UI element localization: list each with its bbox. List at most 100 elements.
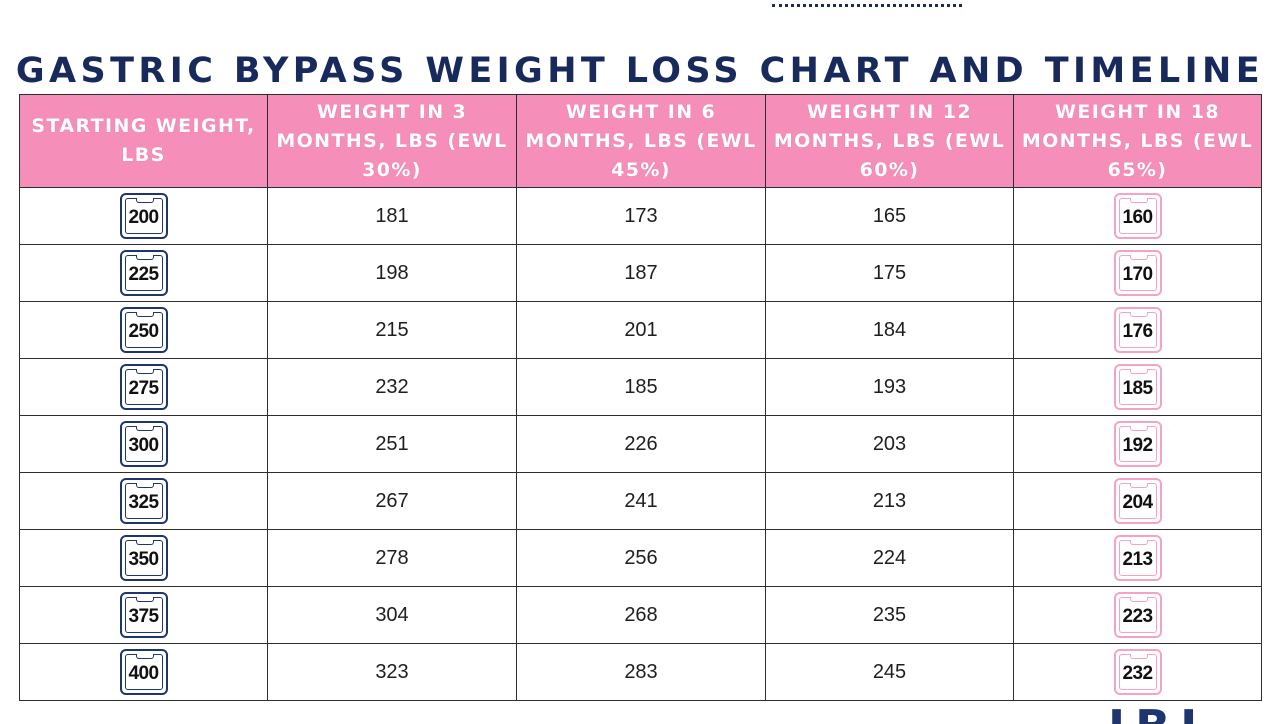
scale-value: 176 xyxy=(1122,321,1154,342)
weight-6-months-cell: 185 xyxy=(516,358,766,416)
weight-3-months-cell: 181 xyxy=(267,187,517,245)
top-dotted-decoration xyxy=(772,0,962,7)
table-row: 350 278 256 224 213 xyxy=(19,529,1262,587)
table-row: 225 198 187 175 170 xyxy=(19,244,1262,302)
weight-3-months-cell: 267 xyxy=(267,472,517,530)
weight-12-months-cell: 235 xyxy=(765,586,1014,644)
weight-6-months-cell: 226 xyxy=(516,415,766,473)
table-row: 250 215 201 184 176 xyxy=(19,301,1262,359)
weight-12-months-cell: 245 xyxy=(765,643,1014,701)
scale-value: 200 xyxy=(128,207,160,228)
scale-icon-pink: 204 xyxy=(1113,478,1162,524)
starting-weight-cell: 225 xyxy=(19,244,268,302)
scale-value: 350 xyxy=(128,549,160,570)
weight-12-months-cell: 213 xyxy=(765,472,1014,530)
weight-12-months-cell: 193 xyxy=(765,358,1014,416)
weight-18-months-cell: 204 xyxy=(1013,472,1262,530)
scale-value: 300 xyxy=(128,435,160,456)
scale-icon-navy: 350 xyxy=(119,535,168,581)
scale-icon-navy: 325 xyxy=(119,478,168,524)
header-weight-12-months: WEIGHT IN 12 MONTHS, LBS (EWL 60%) xyxy=(765,94,1014,188)
weight-6-months-cell: 256 xyxy=(516,529,766,587)
header-weight-3-months: WEIGHT IN 3 MONTHS, LBS (EWL 30%) xyxy=(267,94,517,188)
weight-18-months-cell: 192 xyxy=(1013,415,1262,473)
scale-icon-pink: 176 xyxy=(1113,307,1162,353)
scale-icon-navy: 400 xyxy=(119,649,168,695)
weight-18-months-cell: 160 xyxy=(1013,187,1262,245)
scale-icon-navy: 250 xyxy=(119,307,168,353)
header-weight-6-months: WEIGHT IN 6 MONTHS, LBS (EWL 45%) xyxy=(516,94,766,188)
scale-value: 225 xyxy=(128,264,160,285)
table-row: 200 181 173 165 160 xyxy=(19,187,1262,245)
scale-value: 325 xyxy=(128,492,160,513)
scale-value: 185 xyxy=(1122,378,1154,399)
scale-value: 160 xyxy=(1122,207,1154,228)
weight-6-months-cell: 241 xyxy=(516,472,766,530)
scale-icon-pink: 170 xyxy=(1113,250,1162,296)
table-row: 375 304 268 235 223 xyxy=(19,586,1262,644)
weight-6-months-cell: 268 xyxy=(516,586,766,644)
scale-icon-navy: 200 xyxy=(119,193,168,239)
weight-3-months-cell: 198 xyxy=(267,244,517,302)
page-title: GASTRIC BYPASS WEIGHT LOSS CHART AND TIM… xyxy=(15,51,1265,92)
header-starting-weight: STARTING WEIGHT, LBS xyxy=(19,94,268,188)
scale-icon-navy: 275 xyxy=(119,364,168,410)
table-header: STARTING WEIGHT, LBS WEIGHT IN 3 MONTHS,… xyxy=(19,94,1262,188)
header-weight-18-months: WEIGHT IN 18 MONTHS, LBS (EWL 65%) xyxy=(1013,94,1262,188)
scale-icon-pink: 160 xyxy=(1113,193,1162,239)
scale-icon-navy: 300 xyxy=(119,421,168,467)
scale-icon-pink: 213 xyxy=(1113,535,1162,581)
starting-weight-cell: 200 xyxy=(19,187,268,245)
weight-loss-table: STARTING WEIGHT, LBS WEIGHT IN 3 MONTHS,… xyxy=(19,94,1262,701)
starting-weight-cell: 400 xyxy=(19,643,268,701)
table-row: 325 267 241 213 204 xyxy=(19,472,1262,530)
table-row: 300 251 226 203 192 xyxy=(19,415,1262,473)
scale-value: 275 xyxy=(128,378,160,399)
scale-value: 223 xyxy=(1122,606,1154,627)
scale-value: 400 xyxy=(128,663,160,684)
weight-18-months-cell: 176 xyxy=(1013,301,1262,359)
scale-value: 192 xyxy=(1122,435,1154,456)
weight-3-months-cell: 251 xyxy=(267,415,517,473)
scale-value: 204 xyxy=(1122,492,1154,513)
weight-3-months-cell: 304 xyxy=(267,586,517,644)
weight-6-months-cell: 173 xyxy=(516,187,766,245)
weight-6-months-cell: 283 xyxy=(516,643,766,701)
table-row: 400 323 283 245 232 xyxy=(19,643,1262,701)
weight-12-months-cell: 175 xyxy=(765,244,1014,302)
table-row: 275 232 185 193 185 xyxy=(19,358,1262,416)
scale-icon-pink: 232 xyxy=(1113,649,1162,695)
starting-weight-cell: 250 xyxy=(19,301,268,359)
starting-weight-cell: 350 xyxy=(19,529,268,587)
weight-3-months-cell: 232 xyxy=(267,358,517,416)
weight-6-months-cell: 187 xyxy=(516,244,766,302)
weight-18-months-cell: 223 xyxy=(1013,586,1262,644)
weight-18-months-cell: 213 xyxy=(1013,529,1262,587)
starting-weight-cell: 275 xyxy=(19,358,268,416)
starting-weight-cell: 325 xyxy=(19,472,268,530)
table-body: 200 181 173 165 160 225 198 187 175 170 250 215 201 1… xyxy=(19,187,1262,701)
weight-18-months-cell: 232 xyxy=(1013,643,1262,701)
scale-value: 232 xyxy=(1122,663,1154,684)
weight-18-months-cell: 170 xyxy=(1013,244,1262,302)
scale-icon-navy: 225 xyxy=(119,250,168,296)
scale-icon-pink: 192 xyxy=(1113,421,1162,467)
scale-icon-pink: 185 xyxy=(1113,364,1162,410)
weight-12-months-cell: 203 xyxy=(765,415,1014,473)
scale-value: 375 xyxy=(128,606,160,627)
weight-3-months-cell: 215 xyxy=(267,301,517,359)
scale-value: 213 xyxy=(1122,549,1154,570)
weight-12-months-cell: 165 xyxy=(765,187,1014,245)
weight-18-months-cell: 185 xyxy=(1013,358,1262,416)
corner-logo-fragment: IBI xyxy=(1108,704,1207,724)
starting-weight-cell: 300 xyxy=(19,415,268,473)
weight-12-months-cell: 184 xyxy=(765,301,1014,359)
starting-weight-cell: 375 xyxy=(19,586,268,644)
scale-icon-pink: 223 xyxy=(1113,592,1162,638)
weight-12-months-cell: 224 xyxy=(765,529,1014,587)
weight-3-months-cell: 278 xyxy=(267,529,517,587)
scale-icon-navy: 375 xyxy=(119,592,168,638)
scale-value: 250 xyxy=(128,321,160,342)
weight-3-months-cell: 323 xyxy=(267,643,517,701)
header-row: STARTING WEIGHT, LBS WEIGHT IN 3 MONTHS,… xyxy=(19,94,1262,188)
